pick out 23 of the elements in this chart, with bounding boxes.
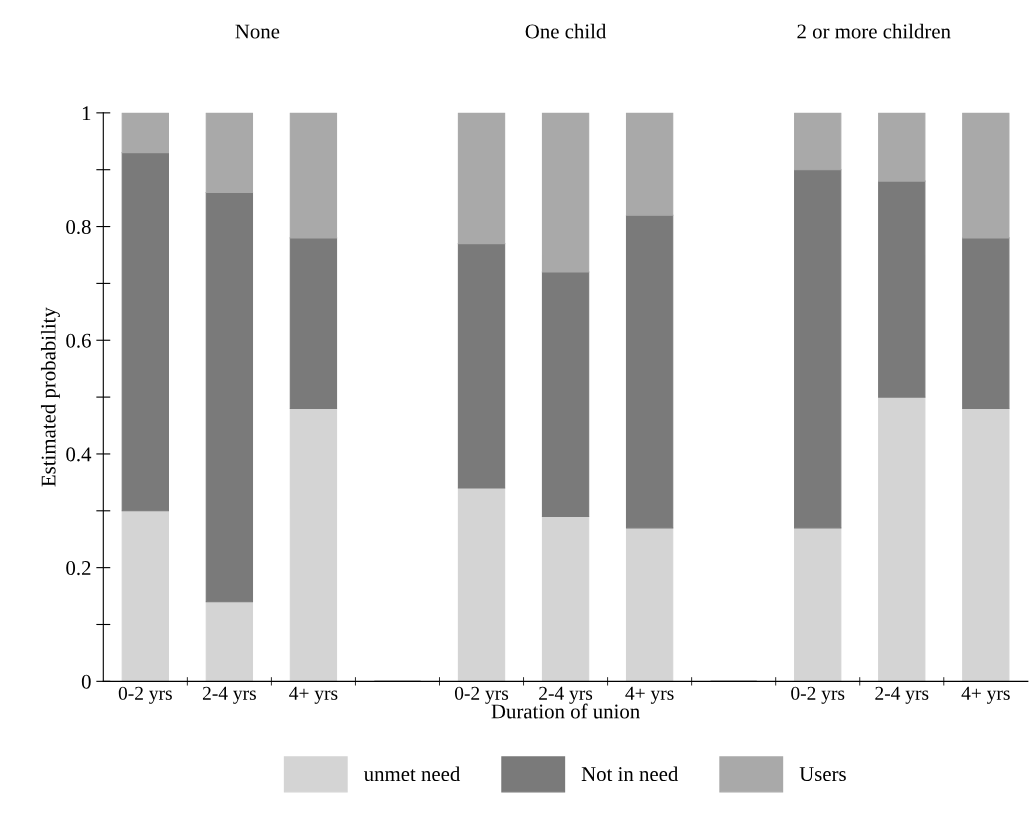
y-tick-label: 0	[81, 674, 91, 689]
text: 2 or more children	[797, 23, 951, 39]
legend-label: unmet need	[363, 766, 461, 782]
text: None	[235, 24, 280, 39]
y-tick-label: 1	[82, 106, 91, 121]
x-tick-label: 0-2 yrs	[454, 686, 509, 704]
y-tick-label: 0.4	[66, 447, 92, 462]
x-tick-label: 4+ yrs	[961, 686, 1010, 704]
legend-label: Users	[799, 767, 846, 782]
x-tick-label: 0-2 yrs	[118, 686, 172, 704]
x-tick-label: 4+ yrs	[625, 686, 674, 704]
x-tick-label: 2-4 yrs	[875, 686, 929, 704]
legend-label: Not in need	[581, 766, 679, 782]
y-axis-title: Estimated probability	[40, 307, 60, 487]
y-tick-label: 0.6	[66, 333, 91, 348]
x-tick-label: 2-4 yrs	[539, 686, 593, 704]
y-tick-label: 0.2	[66, 561, 91, 576]
x-tick-label: 4+ yrs	[289, 686, 338, 704]
x-tick-label: 2-4 yrs	[202, 686, 256, 704]
y-tick-label: 0.8	[66, 219, 91, 235]
x-tick-label: 0-2 yrs	[791, 686, 845, 704]
x-axis-title: Duration of union	[491, 703, 640, 719]
text: One child	[525, 23, 607, 39]
